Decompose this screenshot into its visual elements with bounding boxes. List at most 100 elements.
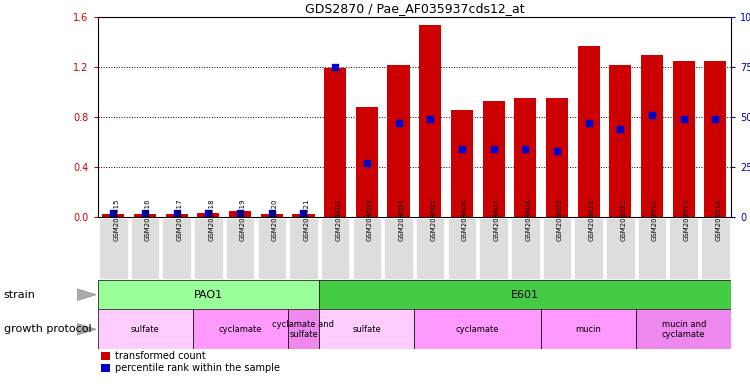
FancyBboxPatch shape: [257, 218, 286, 279]
FancyBboxPatch shape: [574, 218, 603, 279]
Bar: [261, 215, 283, 217]
Point: [234, 210, 246, 216]
Text: cyclamate: cyclamate: [456, 325, 500, 334]
FancyBboxPatch shape: [414, 309, 542, 349]
FancyBboxPatch shape: [543, 218, 572, 279]
FancyBboxPatch shape: [163, 218, 191, 279]
Bar: [101, 364, 110, 372]
Point: [361, 160, 373, 166]
Point: [266, 210, 278, 216]
FancyBboxPatch shape: [352, 218, 381, 279]
Text: strain: strain: [4, 290, 36, 300]
Point: [171, 210, 183, 216]
Text: GSM208607: GSM208607: [494, 199, 500, 242]
Bar: [101, 352, 110, 360]
Text: GSM208617: GSM208617: [177, 199, 183, 242]
Polygon shape: [76, 323, 96, 335]
Point: [710, 116, 722, 122]
Bar: [482, 101, 505, 217]
Point: [202, 210, 214, 216]
FancyBboxPatch shape: [701, 218, 730, 279]
Text: cyclamate and
sulfate: cyclamate and sulfate: [272, 319, 334, 339]
Text: GSM208618: GSM208618: [209, 199, 214, 242]
Bar: [641, 55, 663, 217]
FancyBboxPatch shape: [320, 280, 731, 309]
Bar: [673, 61, 694, 217]
Bar: [419, 25, 441, 217]
Text: GSM208602: GSM208602: [335, 199, 341, 242]
Text: GSM208620: GSM208620: [272, 199, 278, 242]
FancyBboxPatch shape: [542, 309, 636, 349]
Text: GSM208621: GSM208621: [304, 199, 310, 242]
Text: E601: E601: [512, 290, 539, 300]
FancyBboxPatch shape: [130, 218, 159, 279]
Point: [424, 116, 436, 122]
Bar: [197, 213, 220, 217]
Point: [107, 210, 119, 216]
Bar: [324, 68, 346, 217]
FancyBboxPatch shape: [288, 309, 320, 349]
Point: [519, 146, 531, 152]
Text: GSM208619: GSM208619: [240, 199, 246, 242]
FancyBboxPatch shape: [321, 218, 350, 279]
Text: GSM208608: GSM208608: [525, 199, 531, 242]
Text: GSM208615: GSM208615: [113, 199, 119, 242]
Text: GSM208604: GSM208604: [398, 199, 404, 242]
Bar: [229, 211, 251, 217]
Text: GSM208603: GSM208603: [367, 199, 373, 242]
Text: percentile rank within the sample: percentile rank within the sample: [115, 363, 280, 373]
FancyBboxPatch shape: [290, 218, 318, 279]
FancyBboxPatch shape: [636, 309, 731, 349]
FancyBboxPatch shape: [99, 218, 128, 279]
Point: [298, 210, 310, 216]
Bar: [134, 215, 156, 217]
Text: GSM208609: GSM208609: [557, 199, 563, 242]
FancyBboxPatch shape: [670, 218, 698, 279]
FancyBboxPatch shape: [98, 280, 320, 309]
FancyBboxPatch shape: [511, 218, 539, 279]
Bar: [451, 110, 473, 217]
Text: GSM208613: GSM208613: [684, 199, 690, 242]
Bar: [356, 107, 378, 217]
Text: GSM208610: GSM208610: [589, 199, 595, 242]
Bar: [388, 65, 410, 217]
FancyBboxPatch shape: [194, 218, 223, 279]
Point: [551, 148, 563, 154]
Point: [614, 126, 626, 132]
Bar: [578, 46, 600, 217]
Text: GSM208616: GSM208616: [145, 199, 151, 242]
Point: [139, 210, 151, 216]
Text: GSM208605: GSM208605: [430, 199, 436, 242]
FancyBboxPatch shape: [98, 309, 193, 349]
FancyBboxPatch shape: [226, 218, 254, 279]
Text: cyclamate: cyclamate: [218, 325, 262, 334]
Point: [488, 146, 500, 152]
Text: mucin and
cyclamate: mucin and cyclamate: [662, 319, 706, 339]
Bar: [546, 98, 568, 217]
Polygon shape: [76, 289, 96, 301]
FancyBboxPatch shape: [193, 309, 288, 349]
FancyBboxPatch shape: [448, 218, 476, 279]
Title: GDS2870 / Pae_AF035937cds12_at: GDS2870 / Pae_AF035937cds12_at: [304, 2, 524, 15]
Point: [329, 64, 341, 70]
FancyBboxPatch shape: [479, 218, 508, 279]
Text: sulfate: sulfate: [352, 325, 381, 334]
FancyBboxPatch shape: [384, 218, 412, 279]
FancyBboxPatch shape: [320, 309, 414, 349]
Bar: [514, 98, 536, 217]
Point: [392, 120, 404, 126]
Text: GSM208614: GSM208614: [716, 199, 722, 242]
Text: GSM208612: GSM208612: [652, 199, 658, 242]
Point: [583, 120, 595, 126]
Bar: [609, 65, 631, 217]
Text: mucin: mucin: [576, 325, 602, 334]
Text: growth protocol: growth protocol: [4, 324, 92, 334]
FancyBboxPatch shape: [606, 218, 634, 279]
Text: transformed count: transformed count: [115, 351, 206, 361]
Bar: [292, 215, 314, 217]
Text: PAO1: PAO1: [194, 290, 223, 300]
Point: [646, 112, 658, 118]
Text: GSM208611: GSM208611: [620, 199, 626, 242]
Bar: [166, 215, 188, 217]
Text: GSM208606: GSM208606: [462, 199, 468, 242]
